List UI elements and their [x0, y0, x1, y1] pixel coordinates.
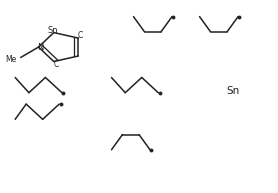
- Text: Me: Me: [5, 55, 16, 63]
- Text: Sn: Sn: [47, 26, 58, 35]
- Text: N: N: [37, 43, 43, 52]
- Text: Sn: Sn: [226, 86, 239, 96]
- Text: C: C: [53, 60, 59, 69]
- Text: C: C: [78, 31, 83, 40]
